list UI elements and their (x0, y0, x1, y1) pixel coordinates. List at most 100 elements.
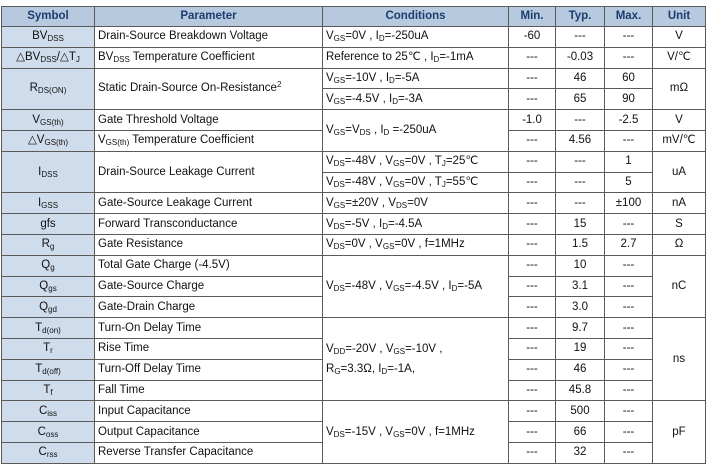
symbol-subscript: GS(th) (40, 117, 64, 127)
table-row: Tf Fall Time --- 45.8 --- (1, 379, 706, 402)
typ-cell: 500 (555, 400, 605, 423)
table-row: △VGS(th) VGS(th) Temperature Coefficient… (1, 129, 706, 152)
parameter-cell: Input Capacitance (94, 400, 323, 423)
condition-cell: VGS=-4.5V , ID=-3A (322, 88, 509, 111)
condition-cell: VGS=±20V , VDS=0V (322, 192, 509, 215)
symbol-cell: RDS(ON) (1, 67, 95, 111)
condition-subscript: DS (333, 429, 345, 439)
symbol-text: R (29, 82, 38, 95)
min-cell: --- (508, 213, 556, 235)
symbol-subscript: g (49, 242, 55, 252)
condition-text: =-48V , (344, 175, 386, 188)
condition-text: T (434, 155, 442, 168)
min-cell: --- (508, 129, 556, 152)
condition-subscript: DS (333, 221, 345, 231)
table-row: VDS=-48V , VGS=0V , TJ=55℃ --- --- 5 (2, 171, 706, 194)
condition-text: =55℃ (445, 175, 479, 188)
condition-cell: VGS=VDS , ID =-250uA (322, 109, 509, 152)
typ-cell: 45.8 (555, 379, 605, 402)
parameter-text: V (98, 134, 106, 147)
header-symbol: Symbol (1, 6, 95, 27)
header-row: Symbol Parameter Conditions Min. Typ. Ma… (1, 6, 706, 27)
symbol-cell: Tf (1, 379, 95, 402)
parameter-cell: Static Drain-Source On-Resistance2 (94, 67, 323, 111)
max-cell: 5 (604, 171, 653, 194)
parameter-cell: Total Gate Charge (-4.5V) (94, 254, 323, 277)
condition-text: =0V (407, 196, 428, 209)
max-cell: --- (604, 379, 653, 402)
symbol-subscript: J (75, 55, 80, 65)
min-cell: --- (508, 358, 556, 381)
table-row: IDSS Drain-Source Leakage Current VDS=-4… (1, 150, 706, 194)
condition-text: V (326, 217, 334, 230)
condition-subscript: D (382, 221, 388, 231)
unit-cell: mV/℃ (652, 129, 706, 152)
condition-text: =-10V , (405, 343, 443, 356)
table-row: RDS(ON) Static Drain-Source On-Resistanc… (1, 67, 706, 111)
header-min: Min. (508, 6, 556, 27)
symbol-text: C (37, 425, 46, 438)
condition-text: =-5A (394, 71, 420, 84)
symbol-cell: Rg (1, 233, 95, 256)
symbol-cell: Td(on) (1, 317, 95, 339)
condition-subscript: GS (333, 34, 346, 44)
symbol-subscript: d(on) (42, 325, 61, 335)
parameter-subscript: DSS (113, 55, 130, 65)
parameter-cell: Drain-Source Leakage Current (94, 150, 323, 194)
typ-cell: --- (555, 171, 605, 194)
header-unit: Unit (652, 6, 706, 27)
condition-text: I (378, 363, 382, 376)
symbol-subscript: g (50, 263, 55, 273)
typ-cell: 46 (555, 358, 605, 381)
unit-cell: V/℃ (652, 46, 706, 69)
typ-cell: 1.5 (555, 233, 605, 256)
symbol-cell: Qg (1, 254, 95, 277)
min-cell: -60 (508, 26, 556, 48)
condition-text: =0V , f=1MHz (394, 238, 465, 251)
condition-text: V (326, 279, 334, 292)
symbol-text: Q (41, 259, 51, 272)
min-cell: --- (508, 192, 556, 215)
typ-cell: 19 (555, 337, 605, 360)
symbol-subscript: DSS (41, 169, 58, 179)
min-cell: --- (508, 67, 556, 90)
max-cell: --- (604, 26, 653, 48)
max-cell: --- (604, 296, 653, 319)
max-cell: --- (604, 421, 653, 443)
condition-text: =-1A, (387, 363, 416, 376)
max-cell: 60 (604, 67, 653, 90)
symbol-subscript: f (50, 387, 53, 397)
symbol-cell: BVDSS (1, 26, 95, 48)
min-cell: --- (508, 317, 556, 339)
typ-cell: --- (555, 109, 605, 131)
table-row: Qg Total Gate Charge (-4.5V) VDS=-48V , … (1, 254, 706, 319)
unit-cell: pF (652, 400, 706, 464)
min-cell: --- (508, 171, 556, 194)
parameter-text: BV (98, 51, 114, 64)
symbol-subscript: gd (48, 304, 57, 314)
min-cell: --- (508, 337, 556, 360)
parameter-subscript: GS(th) (105, 138, 130, 148)
condition-subscript: GS (393, 283, 405, 293)
symbol-subscript: r (50, 346, 53, 356)
condition-text: =-5V , (344, 217, 379, 230)
symbol-cell: Crss (1, 441, 95, 464)
symbol-text: △V (27, 134, 45, 147)
symbol-cell: △BVDSS/△TJ (1, 46, 95, 69)
condition-text: I (389, 92, 393, 105)
condition-cell: VDS=0V , VGS=0V , f=1MHz (322, 233, 509, 256)
symbol-text: R (41, 238, 50, 251)
parameter-cell: Fall Time (94, 379, 323, 402)
max-cell: 1 (604, 150, 653, 173)
condition-text: =0V , (404, 175, 435, 188)
parameter-cell: Gate-Drain Charge (94, 296, 323, 319)
max-cell: --- (604, 213, 653, 235)
condition-text: =-5A (457, 279, 483, 292)
header-typ: Typ. (555, 6, 605, 27)
condition-text: =3.3Ω, (340, 363, 379, 376)
condition-text: =-15V , (344, 425, 386, 438)
table-row: Rg Gate Resistance VDS=0V , VGS=0V , f=1… (1, 233, 706, 256)
symbol-subscript: DSS (40, 55, 57, 65)
max-cell: ±100 (604, 192, 653, 215)
symbol-cell: VGS(th) (1, 109, 95, 131)
